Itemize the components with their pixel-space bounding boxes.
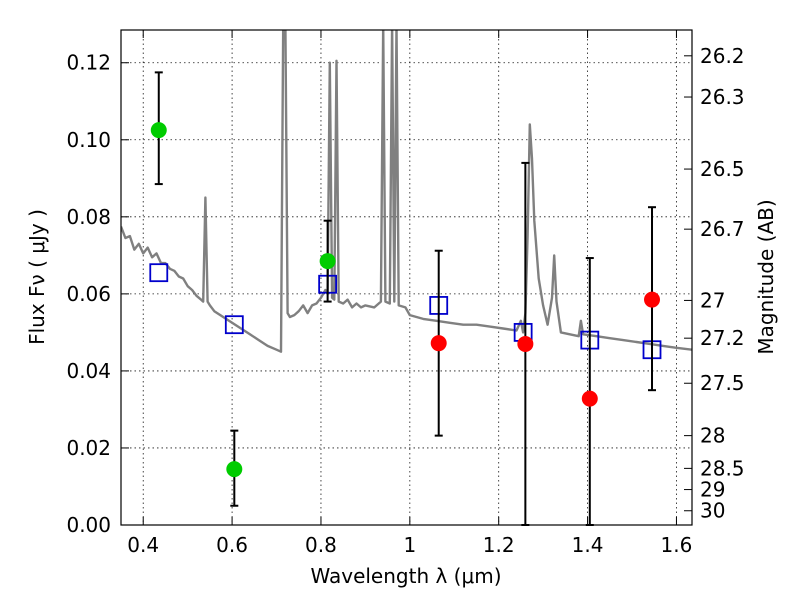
y2-tick-label: 27.5 [700, 371, 745, 395]
grid [121, 30, 692, 525]
model-square-marker [224, 315, 244, 335]
observed-point [319, 253, 336, 270]
observed-point [430, 335, 447, 352]
x-tick-label: 1.2 [483, 533, 515, 557]
y2-axis-label: Magnitude (AB) [754, 199, 778, 354]
x-tick-label: 0.4 [127, 533, 159, 557]
y2-tick-label: 26.5 [700, 157, 745, 181]
x-axis-label: Wavelength λ (μm) [310, 564, 501, 588]
observed-point [150, 122, 167, 139]
x-tick-label: 0.6 [216, 533, 248, 557]
data-layer [121, 30, 692, 353]
y2-tick-label: 26.3 [700, 85, 745, 109]
x-tick-label: 1.6 [661, 533, 693, 557]
y-tick-label: 0.02 [66, 436, 111, 460]
y2-tick-label: 27 [700, 288, 725, 312]
y2-tick-label: 29 [700, 478, 725, 502]
y-tick-label: 0.06 [66, 282, 111, 306]
y2-tick-label: 26.7 [700, 217, 745, 241]
spectrum-line [121, 30, 692, 353]
y2-tick-label: 27.2 [700, 326, 745, 350]
x-tick-label: 1 [403, 533, 416, 557]
y-tick-label: 0.12 [66, 51, 111, 75]
observed-point [644, 291, 661, 308]
y-tick-label: 0.08 [66, 205, 111, 229]
plot-frame [120, 29, 693, 526]
y-tick-label: 0.00 [66, 513, 111, 537]
y2-tick-label: 28 [700, 424, 725, 448]
model-square-marker [149, 263, 169, 283]
y-tick-label: 0.04 [66, 359, 111, 383]
y2-tick-label: 28.5 [700, 456, 745, 480]
observed-point [581, 390, 598, 407]
y2-tick-label: 26.2 [700, 44, 745, 68]
observed-point [517, 335, 534, 352]
plot-background [121, 30, 692, 525]
y-tick-label: 0.10 [66, 128, 111, 152]
errorbar-layer [149, 71, 662, 526]
y2-tick-label: 30 [700, 499, 725, 523]
x-tick-label: 0.8 [305, 533, 337, 557]
ticks: 0.4 0.6 0.8 1 1.2 1.4 1.6 0.00 0.02 0.04 0.06 0.08 0… [66, 30, 745, 557]
observed-point [226, 461, 243, 478]
y-axis-label: Flux Fν ( μJy ) [25, 209, 49, 345]
x-tick-label: 1.4 [572, 533, 604, 557]
